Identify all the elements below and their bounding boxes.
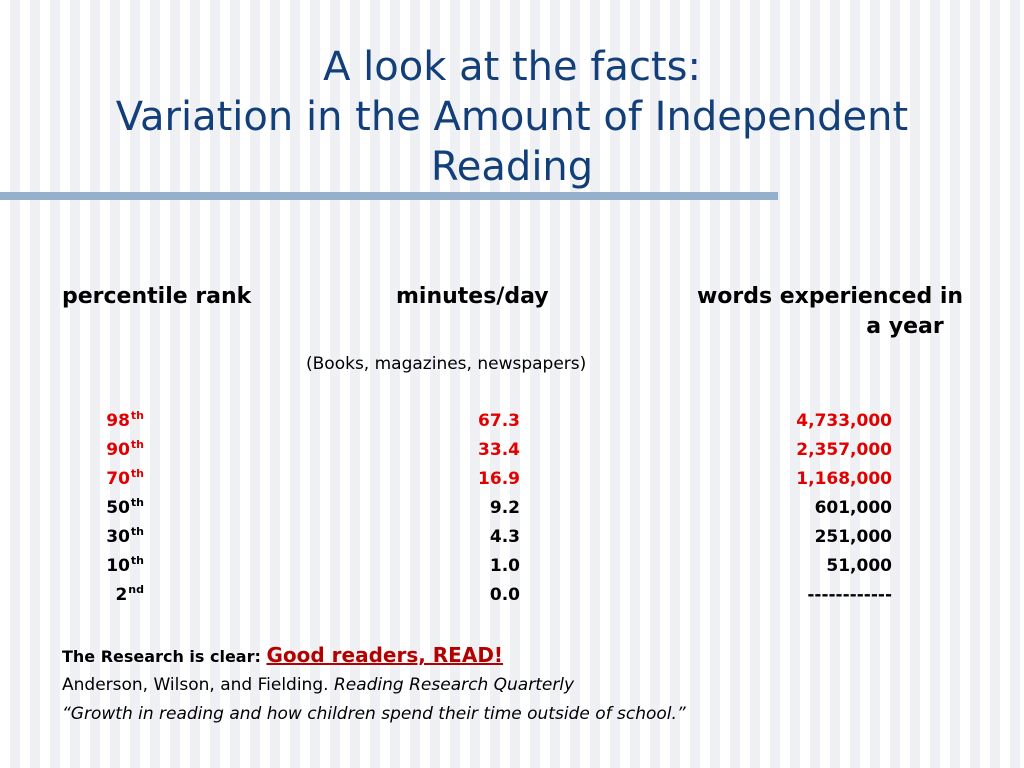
- percentile-value: 90: [106, 440, 130, 460]
- percentile-cell: 90th: [106, 436, 144, 464]
- percentile-value: 10: [106, 556, 130, 576]
- citation-journal: Reading Research Quarterly: [333, 675, 575, 695]
- percentile-value: 2: [115, 585, 128, 605]
- ordinal-suffix: th: [130, 438, 144, 451]
- percentile-cell: 50th: [106, 494, 144, 522]
- words-cell: 601,000: [814, 498, 892, 518]
- table-row: 70th 16.9 1,168,000: [0, 465, 1024, 493]
- citation-quote: “Growth in reading and how children spen…: [62, 704, 686, 724]
- minutes-cell: 0.0: [489, 585, 520, 605]
- words-cell: 4,733,000: [796, 411, 892, 431]
- percentile-cell: 70th: [106, 465, 144, 493]
- research-statement: The Research is clear: Good readers, REA…: [62, 640, 503, 672]
- reading-sources-note: (Books, magazines, newspapers): [306, 354, 587, 374]
- percentile-cell: 10th: [106, 552, 144, 580]
- title-line-2: Variation in the Amount of Independent: [115, 94, 909, 140]
- words-cell: 1,168,000: [796, 469, 892, 489]
- percentile-value: 70: [106, 469, 130, 489]
- minutes-cell: 33.4: [478, 440, 520, 460]
- ordinal-suffix: th: [130, 409, 144, 422]
- header-words-line-2: a year: [866, 314, 944, 339]
- percentile-value: 50: [106, 498, 130, 518]
- citation: Anderson, Wilson, and Fielding. Reading …: [62, 673, 574, 697]
- header-words-per-year: words experienced in a year: [660, 282, 1000, 342]
- table-row: 98th 67.3 4,733,000: [0, 407, 1024, 435]
- percentile-value: 98: [106, 411, 130, 431]
- ordinal-suffix: th: [130, 554, 144, 567]
- table-row: 10th 1.0 51,000: [0, 552, 1024, 580]
- table-row: 30th 4.3 251,000: [0, 523, 1024, 551]
- title-line-1: A look at the facts:: [323, 44, 701, 90]
- minutes-cell: 1.0: [489, 556, 520, 576]
- table-row: 2nd 0.0 ------------: [0, 581, 1024, 609]
- good-readers-link[interactable]: Good readers, READ!: [266, 643, 504, 667]
- table-row: 90th 33.4 2,357,000: [0, 436, 1024, 464]
- table-row: 50th 9.2 601,000: [0, 494, 1024, 522]
- title-underline-rule: [0, 192, 778, 200]
- ordinal-suffix: th: [130, 496, 144, 509]
- percentile-cell: 30th: [106, 523, 144, 551]
- percentile-cell: 2nd: [115, 581, 144, 609]
- words-cell: 51,000: [826, 556, 892, 576]
- slide-title: A look at the facts: Variation in the Am…: [0, 42, 1024, 192]
- minutes-cell: 9.2: [489, 498, 520, 518]
- header-minutes-per-day: minutes/day: [396, 284, 549, 309]
- header-words-line-1: words experienced in: [696, 284, 964, 309]
- minutes-cell: 4.3: [489, 527, 520, 547]
- ordinal-suffix: th: [130, 525, 144, 538]
- header-percentile-rank: percentile rank: [62, 284, 252, 309]
- citation-authors: Anderson, Wilson, and Fielding.: [62, 675, 329, 695]
- ordinal-suffix: nd: [128, 583, 144, 596]
- words-cell: 251,000: [814, 527, 892, 547]
- words-cell: 2,357,000: [796, 440, 892, 460]
- ordinal-suffix: th: [130, 467, 144, 480]
- words-cell: ------------: [807, 585, 892, 605]
- minutes-cell: 16.9: [478, 469, 520, 489]
- percentile-value: 30: [106, 527, 130, 547]
- research-label: The Research is clear:: [62, 647, 261, 666]
- title-line-3: Reading: [430, 144, 594, 190]
- minutes-cell: 67.3: [478, 411, 520, 431]
- percentile-cell: 98th: [106, 407, 144, 435]
